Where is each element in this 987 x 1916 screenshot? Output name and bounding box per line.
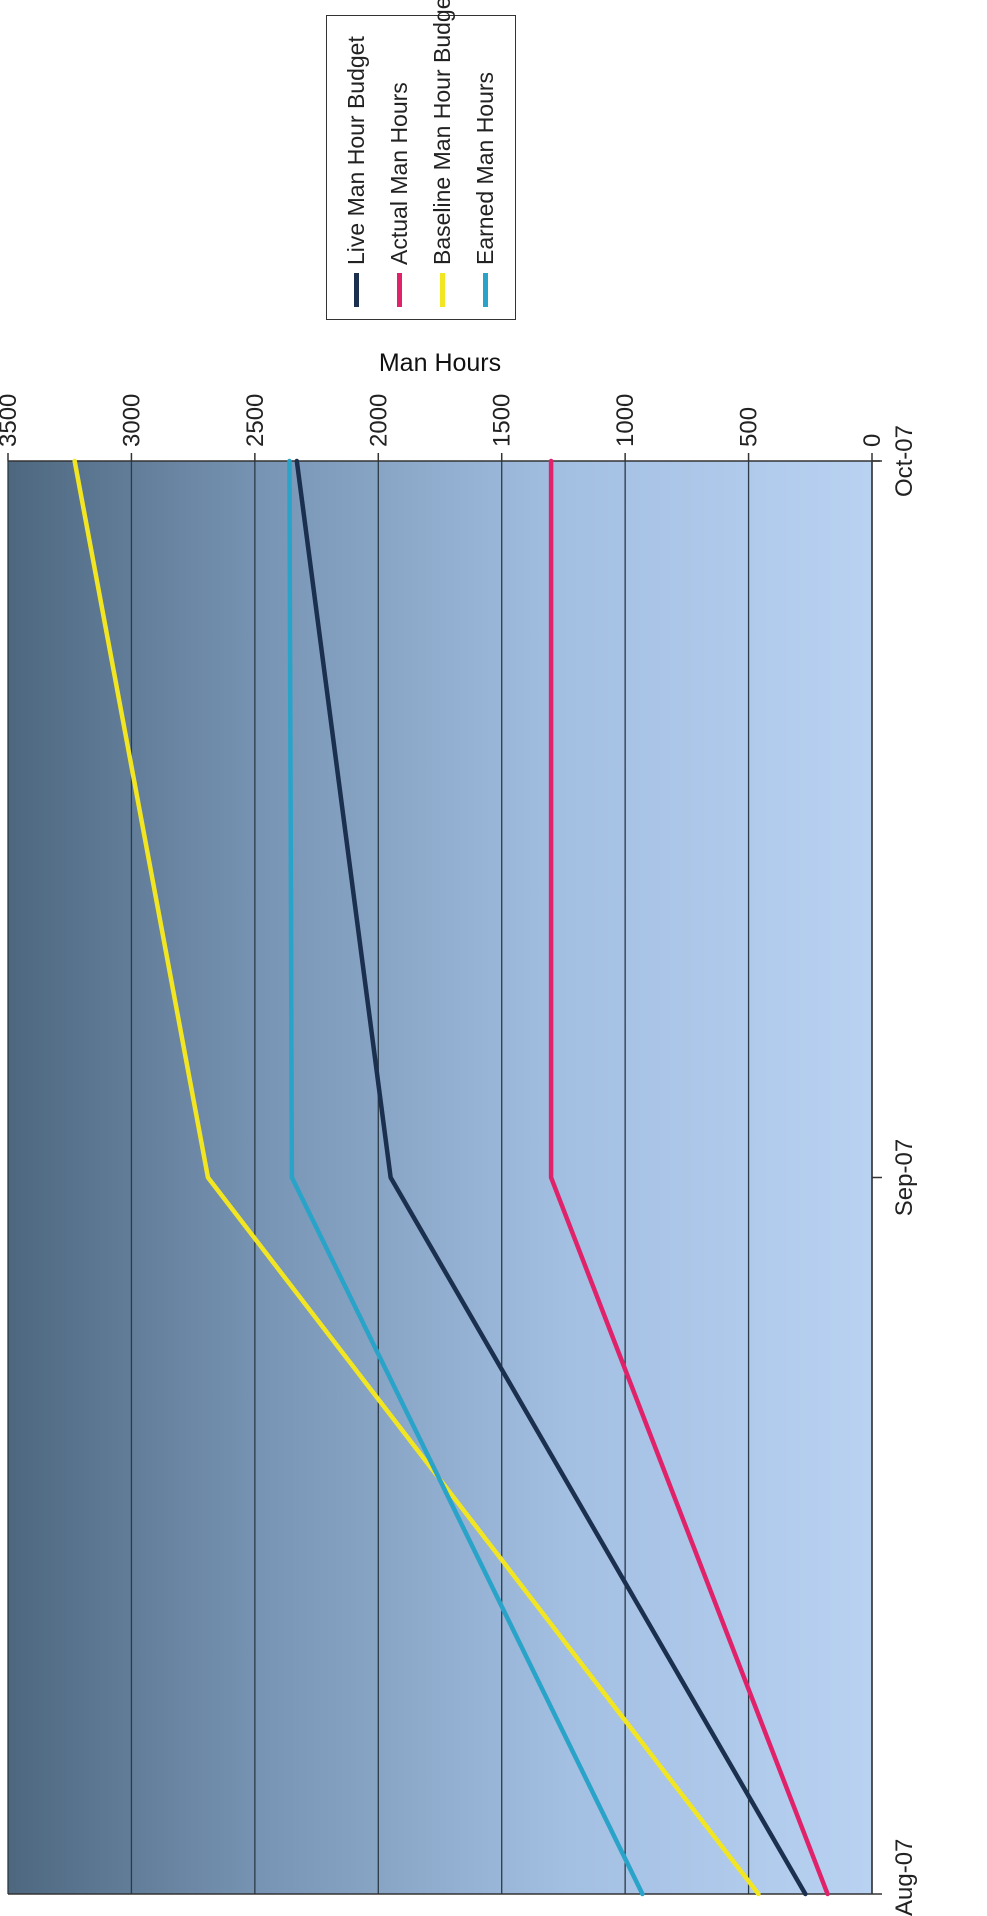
plot-area xyxy=(8,461,872,1894)
legend-item: Baseline Man Hour Budget xyxy=(421,0,464,307)
y-tick-label: 2000 xyxy=(365,394,392,447)
legend-label: Earned Man Hours xyxy=(472,71,498,265)
legend-item: Live Man Hour Budget xyxy=(335,26,378,307)
legend-label: Live Man Hour Budget xyxy=(343,36,369,265)
y-tick-label: 3000 xyxy=(118,394,145,447)
y-tick-label: 2500 xyxy=(242,394,269,447)
series-line xyxy=(548,458,830,1897)
legend-label: Baseline Man Hour Budget xyxy=(429,0,455,265)
y-tick-label: 1000 xyxy=(612,394,639,447)
y-axis-title: Man Hours xyxy=(379,349,501,377)
legend-swatch xyxy=(354,273,359,307)
y-tick-label: 3500 xyxy=(0,394,22,447)
series-line xyxy=(294,458,808,1897)
y-tick-label: 0 xyxy=(859,434,886,447)
legend-item: Actual Man Hours xyxy=(378,26,421,307)
series-line xyxy=(287,458,645,1897)
x-tick-label: Sep-07 xyxy=(891,1139,918,1216)
legend-swatch xyxy=(397,273,402,307)
legend-swatch xyxy=(440,273,445,307)
legend: Live Man Hour Budget Actual Man Hours Base… xyxy=(326,0,516,320)
series-line xyxy=(72,458,761,1897)
y-tick-label: 500 xyxy=(736,407,763,447)
x-tick-label: Aug-07 xyxy=(891,1839,918,1916)
legend-label: Actual Man Hours xyxy=(386,82,412,265)
legend-item: Earned Man Hours xyxy=(464,26,507,307)
x-tick-label: Oct-07 xyxy=(891,425,918,497)
y-tick-label: 1500 xyxy=(489,394,516,447)
legend-swatch xyxy=(483,273,488,307)
